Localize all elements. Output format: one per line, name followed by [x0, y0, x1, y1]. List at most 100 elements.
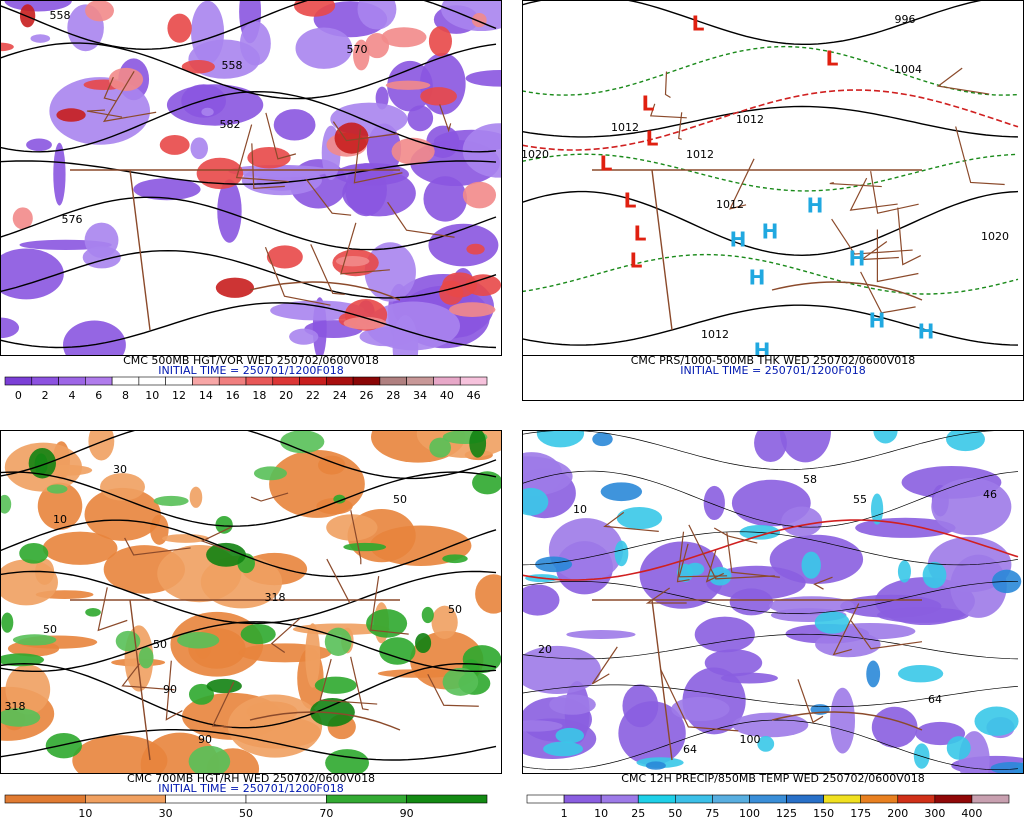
- shading: [922, 561, 947, 589]
- colorbar-box: [245, 794, 327, 804]
- shading: [391, 137, 435, 165]
- colorbar-box: [934, 794, 973, 804]
- shading: [0, 494, 12, 514]
- contour: [522, 45, 1019, 96]
- shading: [53, 142, 66, 206]
- colorbar-label: 125: [776, 807, 797, 819]
- boundary: [319, 658, 378, 705]
- map: 64 46 55 100 64 20 10 58: [522, 430, 1024, 774]
- map-border: [0, 430, 502, 774]
- shading: [240, 624, 276, 645]
- map-background: [522, 0, 1024, 356]
- colorbar-box: [433, 376, 461, 386]
- boundary: [305, 178, 352, 216]
- shading: [133, 178, 201, 201]
- shading: [167, 13, 192, 43]
- shading: [616, 507, 663, 530]
- shading: [462, 181, 497, 209]
- colorbar-label: 75: [705, 807, 719, 819]
- contour: [522, 253, 1019, 295]
- colorbar-box: [4, 794, 86, 804]
- boundary: [728, 158, 755, 210]
- boundary: [592, 599, 923, 761]
- shading: [215, 277, 255, 298]
- shading: [732, 712, 809, 738]
- shading: [215, 515, 233, 534]
- shading: [343, 316, 387, 330]
- shading: [866, 660, 881, 688]
- map: 318 318 50 50 50 10 90 90 30 50: [0, 430, 502, 774]
- boundary: [326, 558, 351, 604]
- contour: [0, 160, 497, 185]
- colorbar-label: 150: [813, 807, 834, 819]
- contour: [0, 302, 497, 349]
- shading: [548, 518, 624, 582]
- shading: [522, 720, 563, 732]
- shading: [46, 484, 68, 494]
- pressure-center: L: [692, 12, 705, 36]
- contour: [522, 470, 1019, 528]
- colorbar-label: 12: [172, 389, 186, 402]
- colorbar-box: [786, 794, 824, 804]
- shading: [269, 450, 365, 518]
- colorbar-box: [326, 794, 407, 804]
- colorbar-box: [897, 794, 936, 804]
- colorbar-label: 1: [561, 807, 568, 819]
- colorbar-label: 6: [95, 389, 102, 402]
- shading: [555, 727, 585, 744]
- shading: [19, 4, 36, 28]
- shading: [442, 554, 468, 564]
- shading: [12, 634, 57, 646]
- boundary: [70, 169, 401, 331]
- map-panel: 64 46 55 100 64 20 10 58 CMC 12H PRECIP/850MB TE…: [522, 430, 1024, 820]
- contour-label: 576: [62, 213, 83, 226]
- colorbar-label: 25: [631, 807, 645, 819]
- colorbar-box: [85, 794, 166, 804]
- colorbar-box: [526, 794, 565, 804]
- shading: [88, 430, 115, 461]
- shading: [318, 455, 346, 475]
- contour-label: 20: [538, 643, 552, 656]
- shading: [385, 80, 431, 90]
- boundary: [676, 531, 690, 583]
- shading: [99, 473, 145, 501]
- shading: [0, 653, 45, 667]
- shading: [381, 27, 427, 48]
- shading: [781, 506, 823, 537]
- shading: [353, 39, 370, 71]
- colorbar-box: [326, 376, 354, 386]
- shading: [543, 741, 584, 757]
- shading: [522, 645, 601, 694]
- contour: [0, 729, 497, 761]
- colorbar-box: [406, 794, 488, 804]
- shading: [30, 34, 51, 43]
- shading: [801, 551, 821, 579]
- shading: [428, 26, 452, 57]
- boundary: [265, 112, 297, 160]
- shading: [815, 631, 881, 658]
- shading: [85, 608, 101, 617]
- contour-label: 30: [113, 463, 127, 476]
- initial-time: INITIAL TIME = 250701/1200F018: [680, 364, 865, 377]
- shading: [931, 478, 1012, 536]
- shading: [188, 683, 214, 705]
- shading: [442, 667, 479, 696]
- contour: [522, 430, 1019, 471]
- boundary: [897, 207, 922, 266]
- shading: [177, 632, 220, 649]
- shading: [266, 245, 303, 269]
- map-panel: 558 570 558 582 576 CMC 500MB HGT/VOR WED 250…: [0, 0, 502, 402]
- pressure-center: L: [624, 189, 637, 213]
- pressure-center: H: [730, 228, 747, 252]
- shading: [449, 302, 496, 317]
- shading: [855, 517, 956, 538]
- colorbar-label: 10: [78, 807, 92, 819]
- shading: [0, 248, 64, 300]
- boundary: [353, 128, 403, 184]
- caption: CMC 500MB HGT/VOR WED 250702/0600V018: [123, 354, 379, 367]
- boundary: [591, 646, 618, 685]
- colorbar-label: 20: [279, 389, 293, 402]
- contour: [0, 471, 497, 527]
